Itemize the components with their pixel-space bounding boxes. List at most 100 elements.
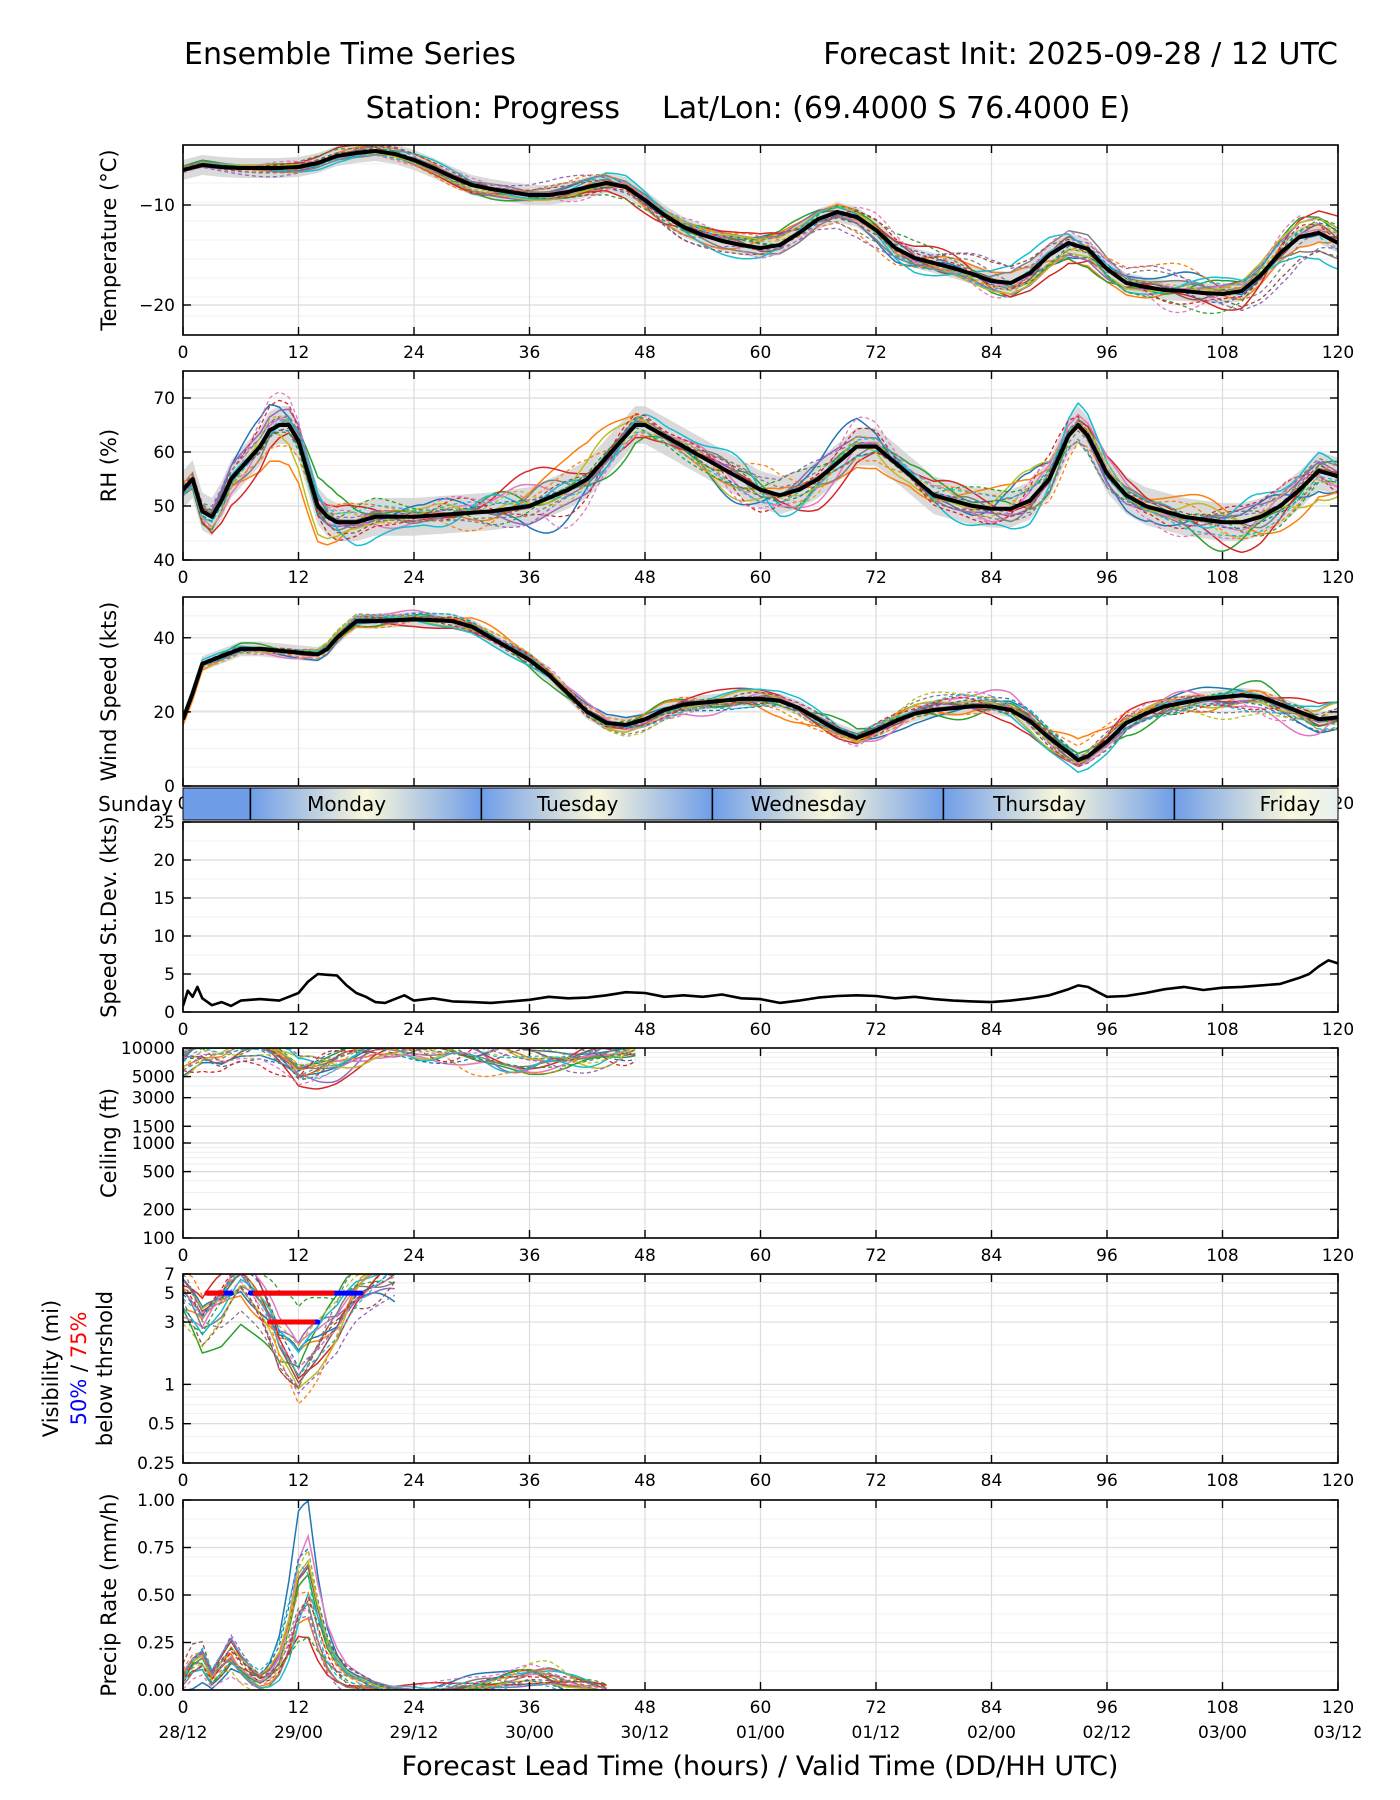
y-tick-label: 0.75 (137, 1539, 175, 1559)
valid-time-label: 30/12 (621, 1723, 670, 1743)
y-tick-label: 15 (153, 889, 175, 909)
y-tick-label: 100 (143, 1229, 175, 1249)
ensemble-member-line (183, 1274, 395, 1348)
x-tick-label: 36 (519, 1471, 541, 1491)
major-gridlines (182, 1047, 1339, 1239)
x-tick-label: 24 (403, 1698, 425, 1718)
ensemble-member-line (183, 1547, 607, 1690)
y-tick-label: 1.00 (137, 1491, 175, 1511)
y-tick-label: 7 (164, 1265, 175, 1285)
valid-time-label: 01/00 (736, 1723, 785, 1743)
y-axis-label: Temperature (°C) (97, 149, 121, 331)
x-tick-label: 120 (1322, 1020, 1354, 1040)
x-ticks: 0 12 24 36 48 60 72 84 96 108 120 (178, 822, 1354, 1040)
x-ticks: 0 12 24 36 48 60 72 84 96 108 120 (178, 145, 1354, 363)
y-tick-label: 50 (153, 497, 175, 517)
x-tick-label: 36 (519, 568, 541, 588)
x-tick-label: 108 (1206, 1020, 1238, 1040)
x-tick-label: 96 (1096, 1471, 1118, 1491)
x-tick-label: 72 (865, 343, 887, 363)
ensemble-member-line (183, 613, 1338, 766)
valid-time-label: 02/00 (967, 1723, 1016, 1743)
x-tick-label: 0 (178, 1246, 189, 1266)
ensemble-member-line (183, 145, 1338, 301)
panel-speed_std: 0 12 24 36 48 60 72 84 96 108 120 0 5 10 15 20 25 Speed S… (97, 813, 1354, 1040)
y-tick-label: 10000 (121, 1039, 175, 1059)
x-tick-label: 60 (750, 1471, 772, 1491)
y-tick-label: −10 (139, 196, 175, 216)
y-tick-label: 200 (143, 1200, 175, 1220)
y-ticks: 0.00 0.25 0.50 0.75 1.00 (137, 1491, 1338, 1701)
y-tick-label: 5 (164, 965, 175, 985)
y-tick-label: 500 (143, 1163, 175, 1183)
x-tick-label: 24 (403, 343, 425, 363)
y-tick-label: 20 (153, 703, 175, 723)
panel-visibility: 0 12 24 36 48 60 72 84 96 108 120 0.25 0.5 1 3 57 Visibi… (39, 1265, 1354, 1491)
day-label: Monday (307, 792, 386, 816)
ensemble-member-line (183, 1274, 395, 1345)
ensemble-member-line (183, 416, 1338, 529)
x-tick-label: 48 (634, 1020, 656, 1040)
x-tick-label: 24 (403, 568, 425, 588)
x-tick-label: 72 (865, 1698, 887, 1718)
ensemble-mean-line (183, 149, 1338, 296)
y-tick-label: 0 (164, 1003, 175, 1023)
day-band: Sunday Monday Tuesday Wednesday Thursday Frid… (98, 787, 1339, 821)
y-tick-label: −20 (139, 296, 175, 316)
x-tick-label: 48 (634, 1698, 656, 1718)
x-tick-label: 12 (288, 1246, 310, 1266)
ensemble-member-line (183, 1274, 395, 1378)
x-tick-label: 120 (1322, 1246, 1354, 1266)
ensemble-member-line (183, 1274, 395, 1354)
valid-time-label: 03/12 (1314, 1723, 1363, 1743)
y-ticks: 0 5 10 15 20 25 (153, 813, 1338, 1023)
ensemble-member-line (183, 415, 1338, 538)
plot-area-temperature (183, 145, 1338, 315)
day-label: Sunday (98, 792, 173, 816)
ensemble-member-line (183, 612, 1338, 757)
day-label: Tuesday (536, 792, 619, 816)
x-tick-label: 96 (1096, 1246, 1118, 1266)
ensemble-member-line (183, 145, 1338, 308)
ensemble-member-line (183, 154, 1338, 289)
legend-75-percent: 75% (67, 1312, 91, 1359)
ensemble-member-line (183, 1281, 396, 1389)
x-tick-label: 72 (865, 568, 887, 588)
ensemble-member-line (183, 146, 1338, 315)
x-tick-label: 108 (1206, 343, 1238, 363)
x-tick-label: 108 (1206, 568, 1238, 588)
x-ticks: 0 12 24 36 48 60 72 84 96 108 120 (178, 1274, 1354, 1491)
y-tick-label: 0.50 (137, 1586, 175, 1606)
x-tick-label: 60 (750, 1698, 772, 1718)
x-tick-label: 12 (288, 1020, 310, 1040)
ensemble-member-line (183, 1048, 636, 1076)
y-tick-label: 1000 (132, 1134, 175, 1154)
x-tick-label: 12 (288, 343, 310, 363)
y-tick-label: 1500 (132, 1117, 175, 1137)
x-tick-label: 84 (981, 1246, 1003, 1266)
y-tick-label: 5 (164, 1284, 175, 1304)
valid-time-label: 29/12 (390, 1723, 439, 1743)
x-tick-label: 0 (178, 568, 189, 588)
y-axis-label: Speed St.Dev. (kts) (97, 816, 121, 1018)
y-ticks: 0 20 40 (153, 629, 1338, 797)
x-tick-label: 0 (178, 1698, 189, 1718)
x-tick-label: 120 (1322, 1471, 1354, 1491)
y-tick-label: 20 (153, 851, 175, 871)
y-tick-label: 0.5 (148, 1415, 175, 1435)
y-tick-label: 40 (153, 551, 175, 571)
y-axis-label: Precip Rate (mm/h) (97, 1493, 121, 1696)
plot-area-visibility (183, 1274, 396, 1405)
ensemble-member-line (183, 1533, 607, 1690)
x-tick-label: 108 (1206, 1246, 1238, 1266)
x-tick-label: 36 (519, 1698, 541, 1718)
plot-area-ceiling (183, 1048, 636, 1090)
y-axis-label: Ceiling (ft) (97, 1088, 121, 1198)
plot-area-speed_std (183, 958, 1338, 1008)
y-tick-label: 1 (164, 1375, 175, 1395)
y-tick-label: 40 (153, 629, 175, 649)
valid-time-labels: 28/12 29/00 29/12 30/00 30/12 01/00 01/12 02/00… (159, 1723, 1363, 1743)
x-tick-label: 12 (288, 1698, 310, 1718)
